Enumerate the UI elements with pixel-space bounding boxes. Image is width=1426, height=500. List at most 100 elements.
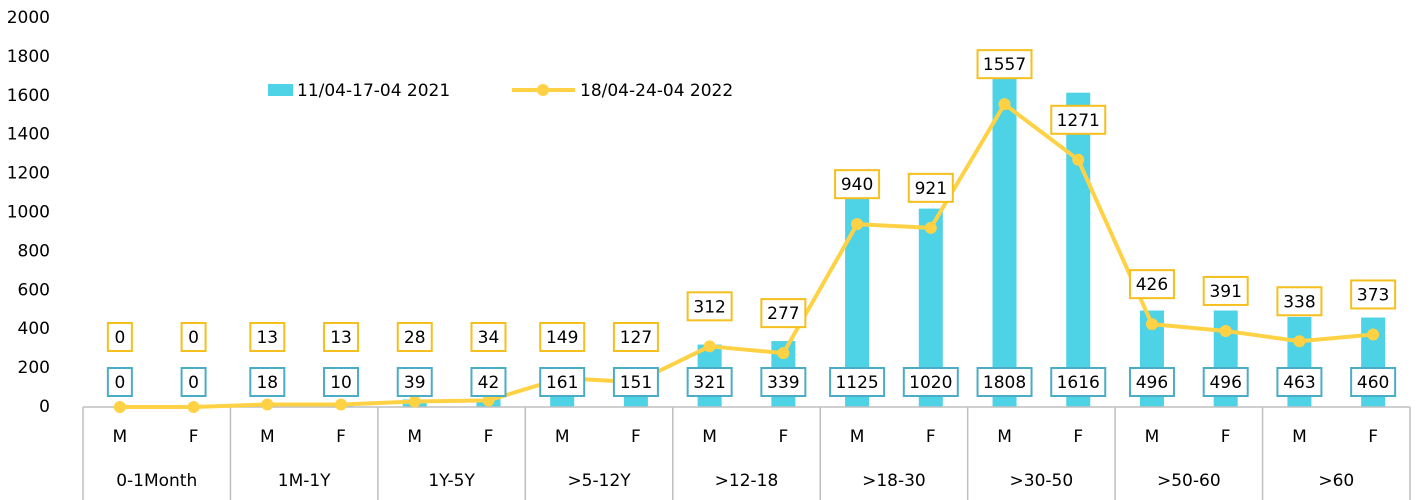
group-label: >60 <box>1318 471 1354 491</box>
group-label: >18-30 <box>862 471 926 491</box>
bar-label-box <box>902 367 959 397</box>
line-marker <box>408 395 421 408</box>
bar-label: 460 <box>1357 373 1389 393</box>
line-label: 13 <box>256 328 278 348</box>
line-label-box <box>249 322 286 352</box>
line-label: 1271 <box>1057 111 1100 131</box>
bar-label-box <box>396 367 433 397</box>
legend-marker <box>537 84 549 96</box>
line-label: 149 <box>546 328 578 348</box>
x-tick-label: F <box>189 427 199 447</box>
bar-label-box <box>612 367 659 397</box>
x-tick-label: M <box>997 427 1012 447</box>
line-marker <box>924 221 937 234</box>
group-label: >12-18 <box>715 471 779 491</box>
line-marker <box>261 398 274 411</box>
y-tick-label: 2000 <box>7 8 50 28</box>
line-marker <box>1219 324 1232 337</box>
x-tick-label: F <box>631 427 641 447</box>
x-tick-label: M <box>407 427 422 447</box>
bar-label-box <box>1128 367 1175 397</box>
line-marker <box>1367 328 1380 341</box>
line-label-box <box>1050 104 1107 135</box>
bar-label: 321 <box>693 373 725 393</box>
bar-label: 39 <box>404 373 426 393</box>
y-tick-label: 0 <box>39 397 50 417</box>
line-marker <box>187 401 200 413</box>
y-tick-label: 200 <box>18 358 50 378</box>
line-label: 13 <box>330 328 352 348</box>
bar-label-box <box>829 367 886 397</box>
line-label-box <box>323 322 360 352</box>
bar-label-box <box>976 367 1033 397</box>
line-marker <box>482 394 495 407</box>
line-label: 0 <box>114 328 125 348</box>
line-label: 338 <box>1283 292 1315 312</box>
line-label: 426 <box>1136 275 1168 295</box>
line-label: 0 <box>188 328 199 348</box>
line-label-box <box>686 291 733 322</box>
y-tick-label: 600 <box>18 280 50 300</box>
y-tick-label: 1600 <box>7 86 50 106</box>
line-label: 28 <box>404 328 426 348</box>
line-label-box <box>1276 286 1323 317</box>
line-marker <box>851 218 864 231</box>
line-marker <box>703 340 716 353</box>
line-marker <box>1072 153 1085 166</box>
line-marker <box>998 98 1011 111</box>
bar-label: 161 <box>546 373 578 393</box>
bar-label-box <box>470 367 507 397</box>
legend-label: 18/04-24-04 2022 <box>580 81 733 101</box>
bar-label-box <box>1350 367 1397 397</box>
line-label-box <box>612 322 659 352</box>
line-label-box <box>976 49 1033 80</box>
bar-label-box <box>180 367 207 397</box>
line-label-box <box>539 322 586 352</box>
x-tick-label: M <box>113 427 128 447</box>
bar-label-box <box>539 367 586 397</box>
line-label-box <box>396 322 433 352</box>
line-label-box <box>1128 269 1175 300</box>
y-tick-label: 1000 <box>7 203 50 223</box>
line-label: 921 <box>915 179 947 199</box>
bar-label-box <box>1276 367 1323 397</box>
x-tick-label: F <box>1221 427 1231 447</box>
x-tick-label: F <box>778 427 788 447</box>
line-label: 34 <box>478 328 500 348</box>
bar-label: 151 <box>620 373 652 393</box>
line-marker <box>777 347 790 360</box>
x-tick-label: F <box>336 427 346 447</box>
bar <box>1066 92 1091 408</box>
bar-label: 463 <box>1283 373 1315 393</box>
x-tick-label: F <box>484 427 494 447</box>
y-tick-label: 1400 <box>7 125 50 145</box>
line-label-box <box>834 169 881 200</box>
line-label: 277 <box>767 304 799 324</box>
line-label: 391 <box>1209 282 1241 302</box>
line-label-box <box>470 322 507 352</box>
y-tick-label: 1800 <box>7 47 50 67</box>
bar-label-box <box>1202 367 1249 397</box>
bar-label: 0 <box>188 373 199 393</box>
y-tick-label: 800 <box>18 241 50 261</box>
x-tick-label: M <box>555 427 570 447</box>
bar-label: 18 <box>256 373 278 393</box>
bar-label: 0 <box>114 373 125 393</box>
line-label-box <box>907 172 954 203</box>
x-tick-label: M <box>850 427 865 447</box>
group-label: 0-1Month <box>116 471 197 491</box>
line-label: 373 <box>1357 285 1389 305</box>
x-tick-label: F <box>926 427 936 447</box>
x-tick-label: F <box>1073 427 1083 447</box>
bar-label-box <box>760 367 807 397</box>
line-label-box <box>1350 279 1397 310</box>
group-label: >5-12Y <box>567 471 631 491</box>
x-tick-label: M <box>260 427 275 447</box>
bar-label-box <box>686 367 733 397</box>
group-label: 1M-1Y <box>278 471 331 491</box>
bar-label: 1020 <box>909 373 952 393</box>
bar-label: 339 <box>767 373 799 393</box>
x-tick-label: M <box>1292 427 1307 447</box>
group-label: >30-50 <box>1010 471 1074 491</box>
